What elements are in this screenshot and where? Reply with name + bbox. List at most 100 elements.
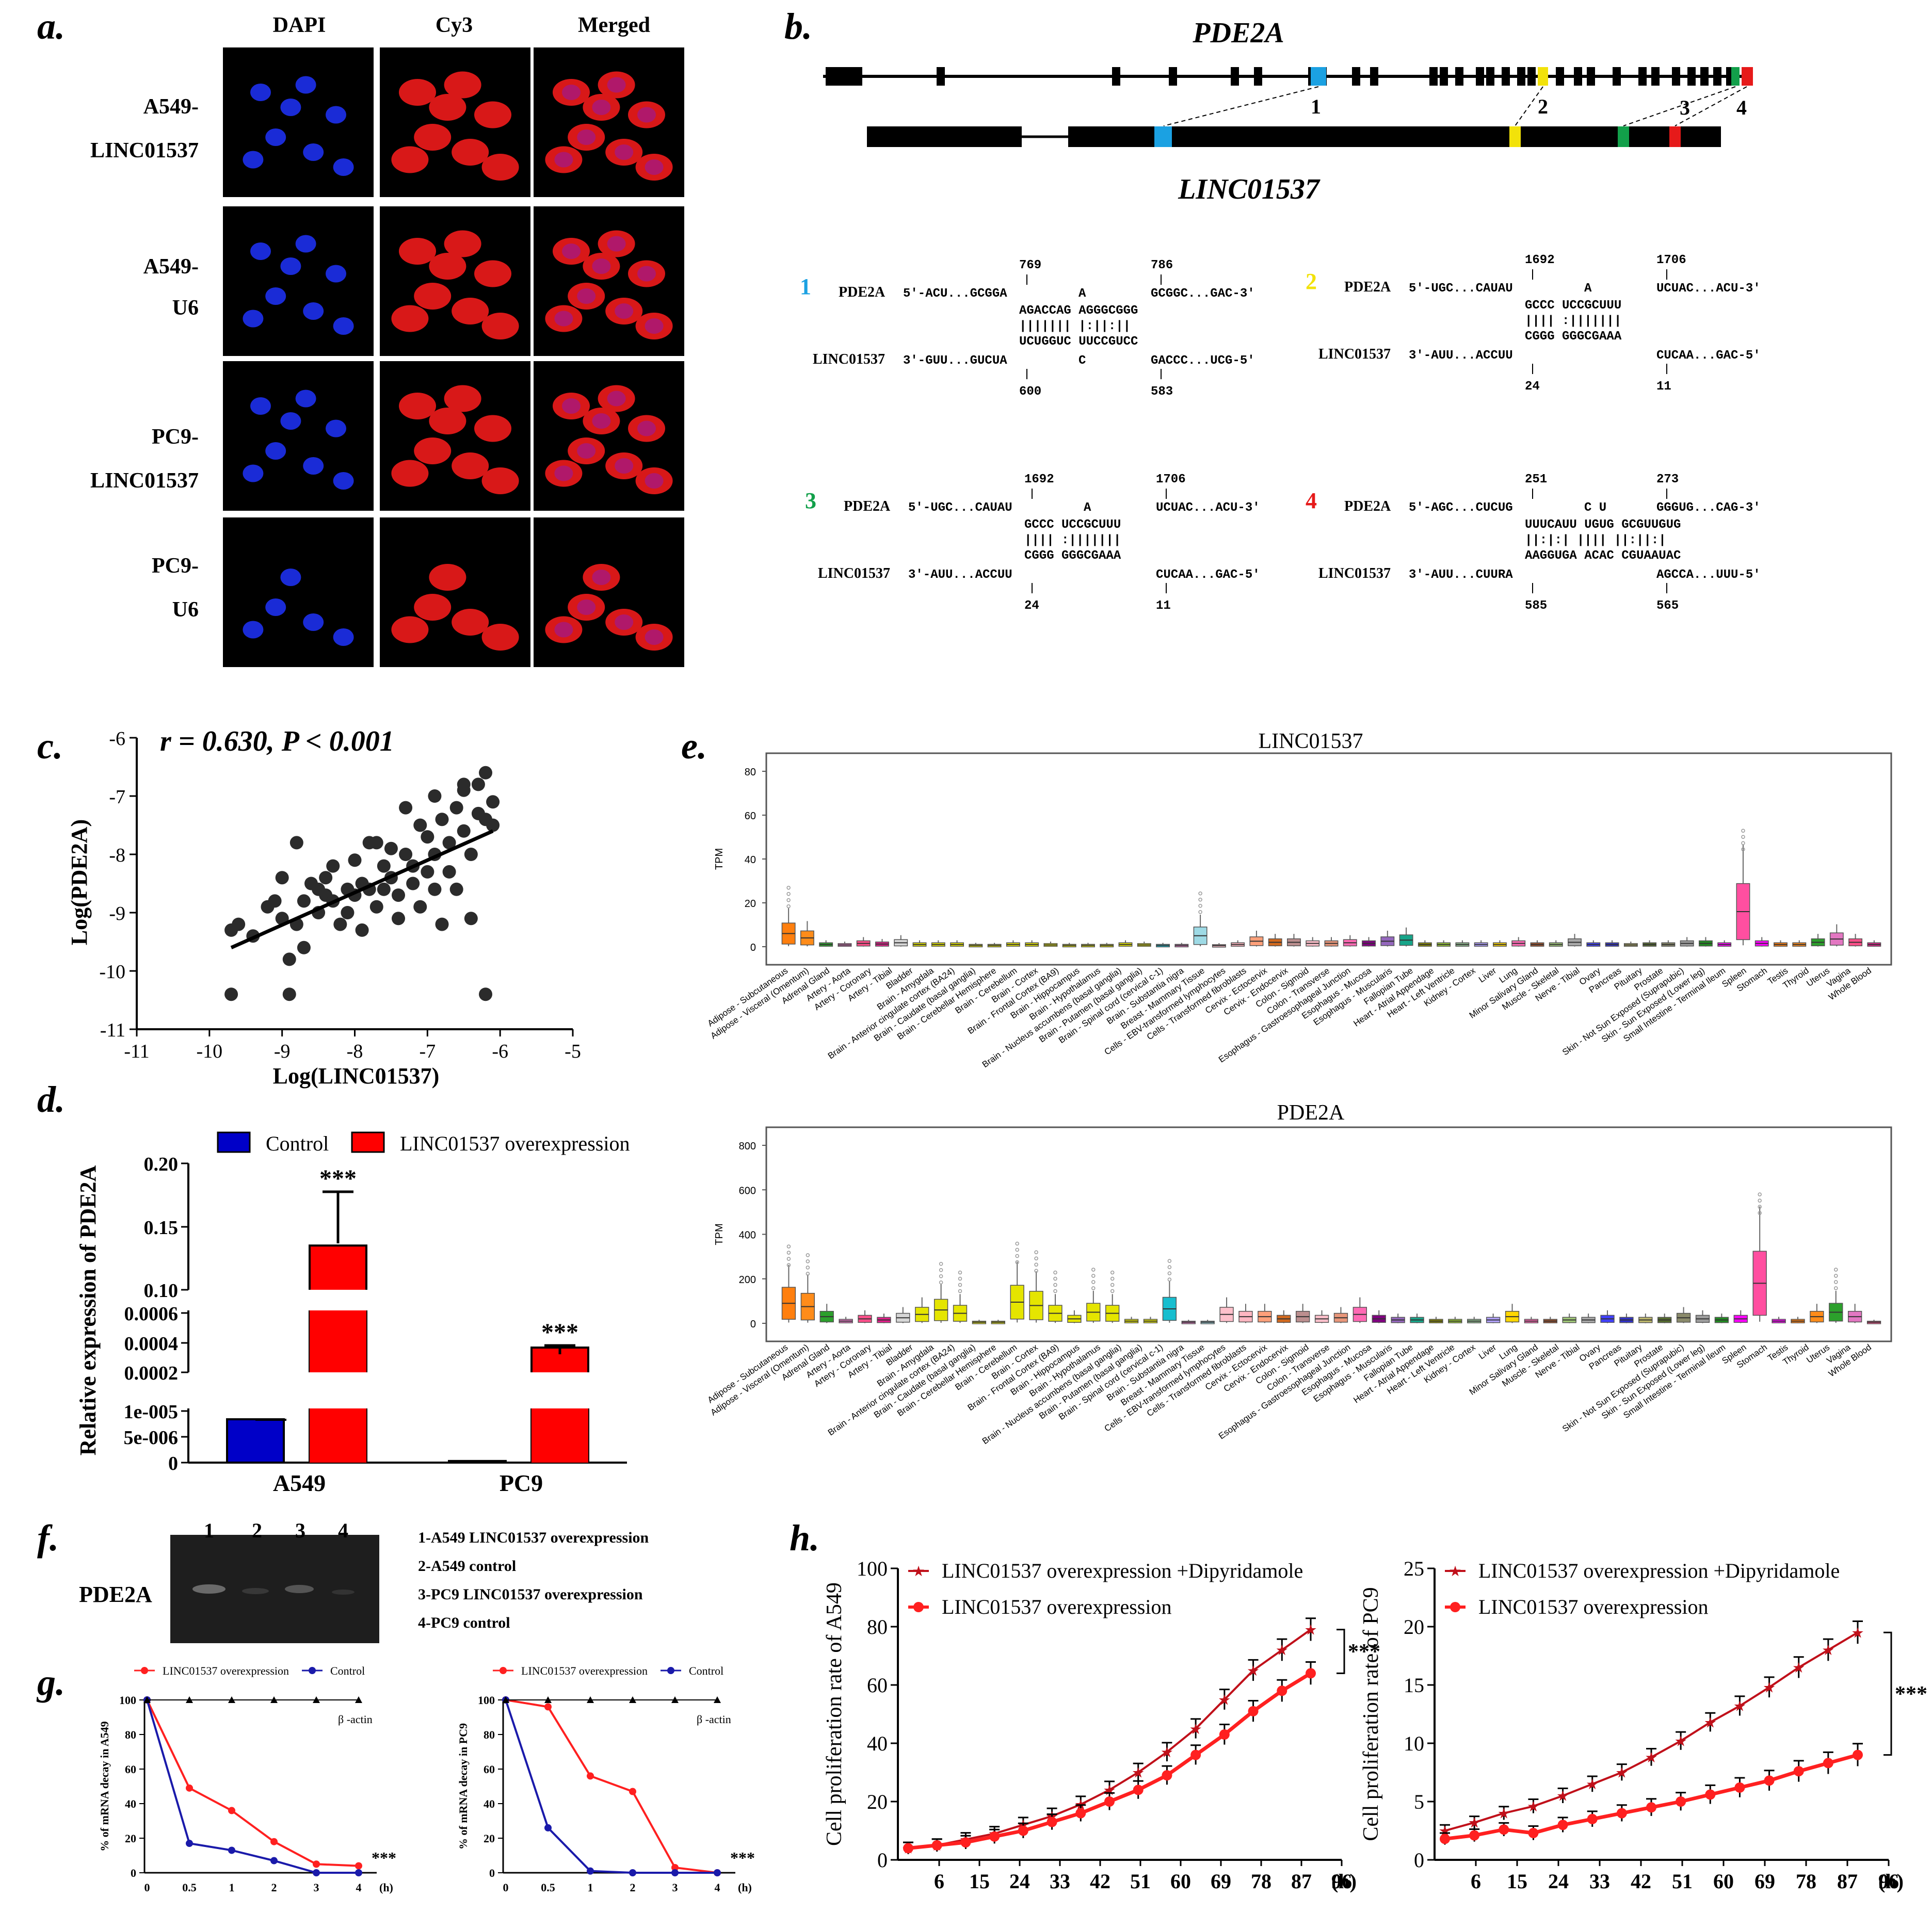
scatter-point <box>421 830 434 844</box>
prolif-marker-dot <box>1075 1808 1086 1819</box>
nucleus <box>243 464 264 482</box>
scatter-fit-line <box>230 829 494 949</box>
nucleus <box>265 128 286 146</box>
boxplot-outlier <box>786 1251 791 1255</box>
boxplot-outlier <box>1091 1274 1096 1278</box>
scatter-x-tick-label: -6 <box>492 1041 508 1062</box>
prolif-significance: *** <box>1895 1682 1927 1706</box>
prolif-y-tick-label: 15 <box>1404 1674 1424 1697</box>
site-2-top-end: UCUAC...ACU-3' <box>1656 282 1761 296</box>
site-3-bot-name: LINC01537 <box>818 565 890 581</box>
site-number-2: 2 <box>1538 95 1548 118</box>
gel-legend-3: 3-PC9 LINC01537 overexpression <box>418 1586 643 1603</box>
prolif-marker-star: ★ <box>1645 1750 1657 1766</box>
pde2a-exon <box>1455 67 1463 86</box>
prolif-marker-dot <box>989 1831 1000 1842</box>
decay-marker <box>355 1869 362 1876</box>
prolif-y-tick-label: 0 <box>1414 1849 1424 1872</box>
prolif-marker-star: ★ <box>1733 1699 1746 1715</box>
prolif-marker-dot <box>1853 1749 1863 1760</box>
micrograph-r2-dapi <box>223 206 374 356</box>
merged-nucleus <box>554 465 573 481</box>
bar-a549-overexpression-low <box>310 1408 366 1463</box>
prolif-y-tick-label: 20 <box>1404 1615 1424 1639</box>
site-3-top-mid: A <box>1084 501 1091 515</box>
boxplot-outlier <box>1034 1256 1038 1261</box>
cytoplasm <box>399 393 436 419</box>
prolif-x-tick-label: 15 <box>1507 1870 1527 1893</box>
pde2a-exon <box>1587 67 1595 86</box>
boxplot-outlier <box>1091 1286 1096 1290</box>
decay-x-tick-label: 0.5 <box>182 1881 197 1894</box>
site-4-bot-num-b: 565 <box>1656 599 1679 613</box>
boxplot-outlier <box>1167 1265 1172 1269</box>
prolif-marker-dot <box>960 1837 971 1848</box>
boxplot-outlier <box>786 1257 791 1261</box>
pde2a-exon <box>1440 67 1448 86</box>
decay-x-tick-label: 4 <box>715 1881 720 1894</box>
prolif-bracket <box>1337 1629 1345 1674</box>
site-2-bot-end: CUCAA...GAC-5' <box>1656 349 1761 363</box>
site-3-top-name: PDE2A <box>844 498 891 514</box>
boxplot-y-label: TPM <box>714 848 725 870</box>
boxplot-outlier <box>1741 835 1745 839</box>
pde2a-exon <box>1486 67 1494 86</box>
decay-marker <box>270 1696 278 1703</box>
tissue-label: Liver <box>1477 1342 1498 1361</box>
merged-nucleus <box>562 85 581 100</box>
cytoplasm <box>452 298 489 325</box>
prolif-marker-star: ★ <box>1704 1715 1717 1731</box>
scatter-x-tick-label: -9 <box>274 1041 291 1062</box>
nucleus <box>303 143 324 161</box>
decay-x-tick-label: 2 <box>630 1881 636 1894</box>
site-1-pair-bot: UCUGGUC UUCCGUCC <box>1019 335 1138 349</box>
prolif-marker-star: ★ <box>1276 1643 1289 1659</box>
decay-legend-over: LINC01537 overexpression <box>163 1664 289 1677</box>
gel-lane-1: 1 <box>204 1519 214 1542</box>
scatter-point <box>399 848 413 861</box>
boxplot-outlier <box>786 1244 791 1249</box>
prolif-marker-star: ★ <box>1556 1789 1569 1805</box>
pde2a-exon <box>1370 67 1378 86</box>
row-label-1-line1: A549- <box>143 95 199 119</box>
site-1-top-num-a: 769 <box>1019 258 1041 272</box>
prolif-marker-star: ★ <box>1822 1643 1834 1659</box>
gel-band-4 <box>332 1590 355 1595</box>
cytoplasm <box>399 238 436 265</box>
prolif-x-tick-label: 33 <box>1589 1870 1610 1893</box>
boxplot-outlier <box>1053 1283 1057 1287</box>
cytoplasm <box>474 101 511 128</box>
nucleus <box>333 317 354 335</box>
decay-marker <box>714 1696 721 1703</box>
boxplot-outlier <box>958 1276 962 1281</box>
prolif-marker-dot <box>1190 1749 1201 1760</box>
scatter-point <box>486 818 500 832</box>
binding-region-1-bottom <box>1154 126 1172 147</box>
panel-f-gel: PDE2A 1 2 3 4 1-A549 LINC01537 overexpre… <box>79 1519 649 1643</box>
boxplot-outlier <box>939 1280 943 1285</box>
site-2-bot-num-b: 11 <box>1656 380 1671 394</box>
gel-legend-1: 1-A549 LINC01537 overexpression <box>418 1529 649 1546</box>
prolif-x-tick-label: 96 <box>1331 1870 1352 1893</box>
prolif-marker-dot <box>903 1843 913 1854</box>
scatter-point <box>413 818 427 832</box>
prolif-marker-dot <box>931 1840 942 1851</box>
site-2-top-mid: A <box>1584 282 1592 296</box>
site-1-label: 1 <box>800 274 811 299</box>
boxplot-outlier <box>786 1263 791 1267</box>
scatter-point <box>442 865 456 879</box>
boxplot-outlier <box>1015 1247 1019 1252</box>
prolif-x-tick-label: 87 <box>1837 1870 1858 1893</box>
boxplot-y-tick-label: 60 <box>745 810 756 822</box>
scatter-point <box>341 906 355 919</box>
scatter-point <box>406 877 420 890</box>
nucleus <box>280 257 301 275</box>
decay-marker <box>313 1869 320 1876</box>
decay-marker <box>671 1863 679 1871</box>
axis-break <box>309 1290 367 1310</box>
prolif-marker-dot <box>1823 1758 1833 1769</box>
pde2a-exon <box>854 67 862 86</box>
panel-label-e: e. <box>681 725 707 767</box>
boxplot-outlier <box>1015 1241 1019 1246</box>
decay-y-tick-label: 40 <box>125 1797 136 1810</box>
